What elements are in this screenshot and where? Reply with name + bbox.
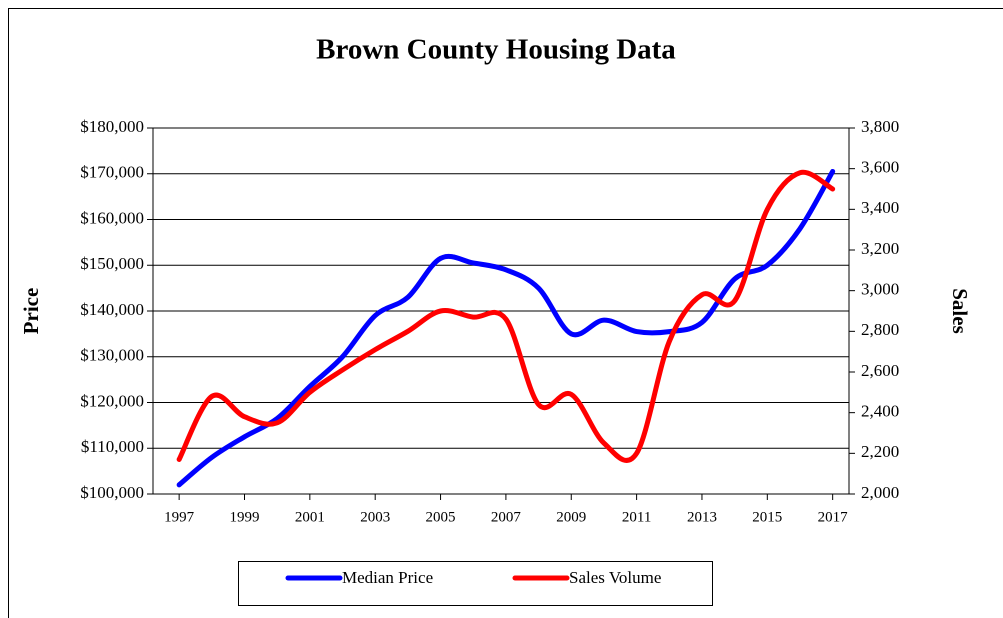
x-tick-label: 2007 [491, 509, 522, 525]
y-tick-label: $160,000 [80, 208, 144, 227]
x-tick-label: 2003 [360, 509, 390, 525]
data-line [176, 169, 836, 463]
x-tick-label: 1999 [229, 509, 259, 525]
x-tick-label: 2011 [622, 509, 651, 525]
y-tick-label: $140,000 [80, 300, 144, 319]
y-axis-label: Price [19, 288, 43, 335]
y-tick-label: $120,000 [80, 391, 144, 410]
x-tick-label: 1997 [164, 509, 195, 525]
y2-tick-label: 3,200 [861, 239, 899, 258]
x-tick-label: 2001 [295, 509, 325, 525]
y-tick-label: $130,000 [80, 346, 144, 365]
y-tick-label: $150,000 [80, 254, 144, 273]
y2-tick-label: 2,800 [861, 320, 899, 339]
y2-tick-label: 2,200 [861, 442, 899, 461]
x-tick-label: 2005 [426, 509, 456, 525]
y2-tick-label: 3,600 [861, 158, 899, 177]
y-tick-label: $110,000 [81, 437, 144, 456]
chart-border [8, 8, 1003, 618]
y-tick-label: $100,000 [80, 483, 144, 502]
legend-label: Median Price [342, 568, 433, 587]
x-tick-label: 2013 [687, 509, 717, 525]
y2-tick-label: 2,400 [861, 402, 899, 421]
y2-tick-label: 3,000 [861, 280, 899, 299]
y2-tick-label: 2,000 [861, 483, 899, 502]
y2-axis-label: Sales [948, 288, 972, 334]
x-tick-label: 2017 [818, 509, 849, 525]
x-tick-label: 2009 [556, 509, 586, 525]
y-tick-label: $180,000 [80, 117, 144, 136]
legend-label: Sales Volume [569, 568, 661, 587]
chart-title: Brown County Housing Data [316, 34, 676, 66]
y2-tick-label: 2,600 [861, 361, 899, 380]
y2-tick-label: 3,400 [861, 198, 899, 217]
y-tick-label: $170,000 [80, 163, 144, 182]
x-tick-label: 2015 [752, 509, 782, 525]
legend [238, 561, 713, 606]
y2-tick-label: 3,800 [861, 117, 899, 136]
data-line [176, 168, 836, 488]
